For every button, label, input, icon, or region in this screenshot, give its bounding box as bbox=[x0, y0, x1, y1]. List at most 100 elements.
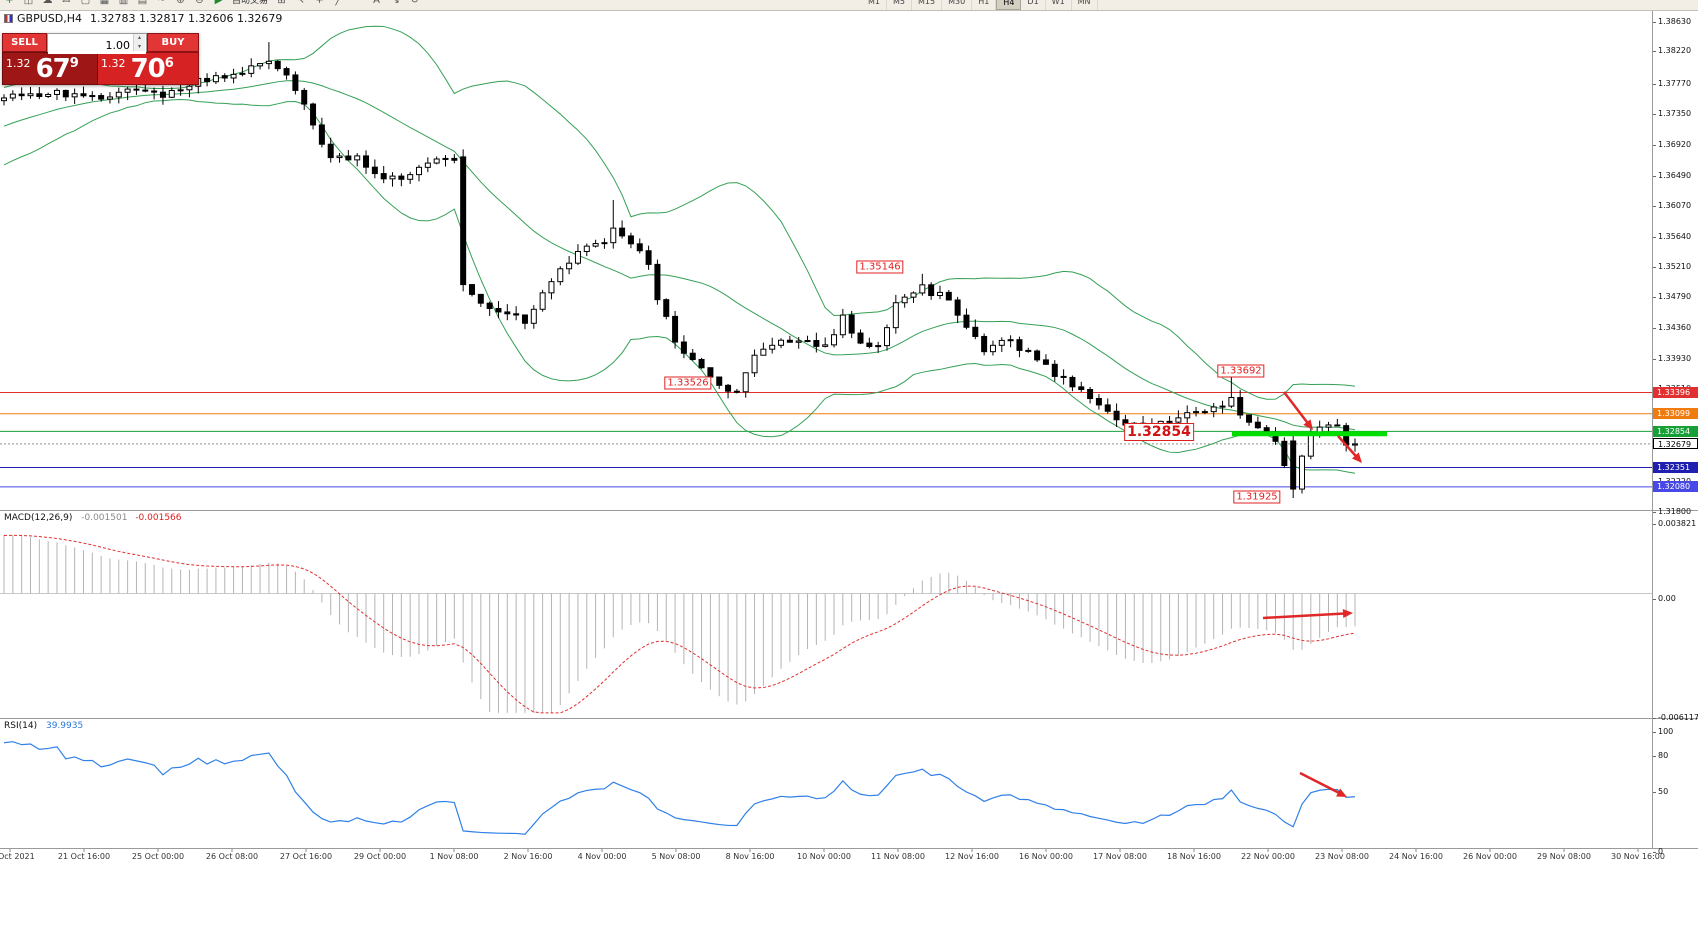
trend-arrow bbox=[1337, 435, 1359, 460]
time-axis-label: 17 Nov 08:00 bbox=[1093, 852, 1147, 861]
symbol-period-label: GBPUSD,H4 bbox=[17, 12, 82, 25]
price-annotation-label[interactable]: 1.31925 bbox=[1233, 490, 1281, 504]
time-axis-label: 11 Nov 08:00 bbox=[871, 852, 925, 861]
timeframe-h1-button[interactable]: H1 bbox=[972, 0, 997, 10]
bid-price-big: 67 bbox=[35, 54, 71, 84]
rsi-name: RSI(14) bbox=[4, 721, 38, 731]
macd-scale-tick: 0.00 bbox=[1653, 594, 1676, 604]
time-axis-label: 27 Oct 16:00 bbox=[279, 852, 333, 861]
new-order-icon[interactable]: + bbox=[5, 0, 14, 6]
chart-title: GBPUSD,H4 1.32783 1.32817 1.32606 1.32679 bbox=[4, 12, 282, 25]
rsi-scale-tick: 50 bbox=[1653, 787, 1668, 797]
timeframe-h4-button[interactable]: H4 bbox=[996, 0, 1022, 10]
level-price-label: 1.33396 bbox=[1653, 386, 1698, 398]
line-chart-icon[interactable]: ~ bbox=[157, 0, 166, 6]
sell-button[interactable]: SELL bbox=[2, 33, 47, 52]
indicators-icon[interactable]: ⊞ bbox=[277, 0, 286, 6]
time-axis-label: 30 Nov 16:00 bbox=[1611, 852, 1665, 861]
level-price-label: 1.33099 bbox=[1653, 408, 1698, 420]
one-click-trading-panel: SELL ▴ ▾ BUY 1.32 679 1.32 706 bbox=[2, 33, 199, 85]
one-click-prices-row: 1.32 679 1.32 706 bbox=[2, 52, 199, 85]
time-axis-label: 4 Nov 00:00 bbox=[577, 852, 627, 861]
trend-arrow bbox=[1299, 771, 1343, 796]
price-tick: 1.33930 bbox=[1653, 354, 1691, 364]
cloud-icon[interactable]: ☁ bbox=[42, 0, 53, 6]
time-axis[interactable]: 20 Oct 2021 21 Oct 16:00 25 Oct 00:00 26 Oc… bbox=[0, 849, 1665, 864]
horizontal-line-icon[interactable]: ─ bbox=[354, 0, 361, 6]
trend-arrow-head bbox=[1336, 788, 1347, 797]
lot-increase-button[interactable]: ▴ bbox=[134, 34, 145, 43]
price-tick: 1.37350 bbox=[1653, 109, 1691, 119]
mail-icon[interactable]: ✉ bbox=[62, 0, 71, 6]
level-price-label: 1.32854 bbox=[1653, 425, 1698, 437]
crosshair-icon[interactable]: + bbox=[315, 0, 324, 6]
time-axis-label: 2 Nov 16:00 bbox=[503, 852, 553, 861]
bar-chart-icon[interactable]: ▤ bbox=[137, 0, 148, 6]
timeframe-m15-button[interactable]: M15 bbox=[912, 0, 943, 10]
time-axis-label: 18 Nov 16:00 bbox=[1167, 852, 1221, 861]
price-annotation-label[interactable]: 1.32854 bbox=[1124, 423, 1194, 441]
rsi-layer bbox=[3, 741, 1356, 835]
ohlc-values: 1.32783 1.32817 1.32606 1.32679 bbox=[89, 12, 283, 25]
auto-trading-label[interactable]: 自动交易 bbox=[232, 0, 269, 6]
price-tick: 1.36920 bbox=[1653, 140, 1691, 150]
one-click-buttons-row: SELL ▴ ▾ BUY bbox=[2, 33, 199, 54]
zoom-in-icon[interactable]: ⊕ bbox=[176, 0, 185, 6]
auto-trading-icon[interactable]: ▶ bbox=[214, 0, 223, 6]
trend-arrow bbox=[1262, 612, 1348, 620]
arrow-object-icon[interactable]: ↘ bbox=[391, 0, 400, 6]
macd-layer bbox=[0, 534, 1652, 714]
time-axis-label: 26 Nov 00:00 bbox=[1463, 852, 1517, 861]
candlestick-chart-icon[interactable]: ▥ bbox=[118, 0, 129, 6]
time-axis-label: 25 Oct 00:00 bbox=[131, 852, 185, 861]
trendline-icon[interactable]: ╱ bbox=[335, 0, 342, 6]
trend-arrow-head bbox=[1342, 609, 1353, 619]
text-label-icon[interactable]: A bbox=[373, 0, 380, 6]
ask-price-panel[interactable]: 1.32 706 bbox=[98, 52, 199, 85]
lot-spinner: ▴ ▾ bbox=[133, 34, 145, 51]
trend-arrow-head bbox=[1351, 452, 1362, 463]
time-axis-label: 20 Oct 2021 bbox=[0, 852, 35, 861]
macd-signal-value: -0.001566 bbox=[135, 513, 182, 523]
toolbar: + ◫ ☁ ✉ ▢ ▦ ▥ ▤ ~ ⊕ ⊖ ▶ 自动交易 ⊞ ↖ + ╱ ─ A ↘ ↻ M1 M5 M15 M30 H1 H4 D1… bbox=[0, 0, 1698, 11]
level-price-label: 1.32351 bbox=[1653, 461, 1698, 473]
timeframe-d1-button[interactable]: D1 bbox=[1021, 0, 1046, 10]
lot-decrease-button[interactable]: ▾ bbox=[134, 42, 145, 51]
time-axis-label: 29 Oct 00:00 bbox=[353, 852, 407, 861]
bid-price-sup: 9 bbox=[69, 56, 79, 71]
timeframe-m5-button[interactable]: M5 bbox=[887, 0, 912, 10]
timeframe-mn-button[interactable]: MN bbox=[1072, 0, 1098, 10]
price-tick: 1.34360 bbox=[1653, 323, 1691, 333]
price-tick: 1.36070 bbox=[1653, 201, 1691, 211]
rsi-scale-tick: 0 bbox=[1653, 847, 1663, 857]
chart-window-icon[interactable]: ▢ bbox=[80, 0, 91, 6]
cursor-icon[interactable]: ↖ bbox=[296, 0, 305, 6]
ask-price-big: 70 bbox=[130, 54, 166, 84]
price-tick: 1.38220 bbox=[1653, 46, 1691, 56]
trend-arrow bbox=[1283, 391, 1311, 426]
price-scale[interactable]: 1.38630 1.38220 1.37770 1.37350 1.36920 1.364… bbox=[1653, 11, 1698, 864]
buy-button[interactable]: BUY bbox=[147, 33, 199, 52]
zoom-out-icon[interactable]: ⊖ bbox=[195, 0, 204, 6]
price-tick: 1.37770 bbox=[1653, 79, 1691, 89]
macd-main-value: -0.001501 bbox=[81, 513, 128, 523]
charts-grid-icon[interactable]: ◫ bbox=[23, 0, 34, 6]
time-axis-label: 24 Nov 16:00 bbox=[1389, 852, 1443, 861]
timeframe-m1-button[interactable]: M1 bbox=[862, 0, 887, 10]
time-axis-label: 10 Nov 00:00 bbox=[797, 852, 851, 861]
timeframe-m30-button[interactable]: M30 bbox=[942, 0, 973, 10]
tile-windows-icon[interactable]: ▦ bbox=[99, 0, 110, 6]
bid-price-panel[interactable]: 1.32 679 bbox=[2, 52, 98, 85]
price-annotation-label[interactable]: 1.33692 bbox=[1217, 364, 1265, 378]
price-annotation-label[interactable]: 1.33526 bbox=[664, 376, 712, 390]
price-annotation-label[interactable]: 1.35146 bbox=[856, 260, 904, 274]
lot-size-input[interactable] bbox=[48, 37, 146, 54]
time-axis-label: 21 Oct 16:00 bbox=[57, 852, 111, 861]
refresh-icon[interactable]: ↻ bbox=[410, 0, 419, 6]
price-tick: 1.38630 bbox=[1653, 17, 1691, 27]
timeframe-w1-button[interactable]: W1 bbox=[1046, 0, 1072, 10]
price-tick: 1.31800 bbox=[1653, 507, 1691, 517]
rsi-scale-tick: 80 bbox=[1653, 751, 1668, 761]
lot-size-field: ▴ ▾ bbox=[47, 33, 147, 54]
